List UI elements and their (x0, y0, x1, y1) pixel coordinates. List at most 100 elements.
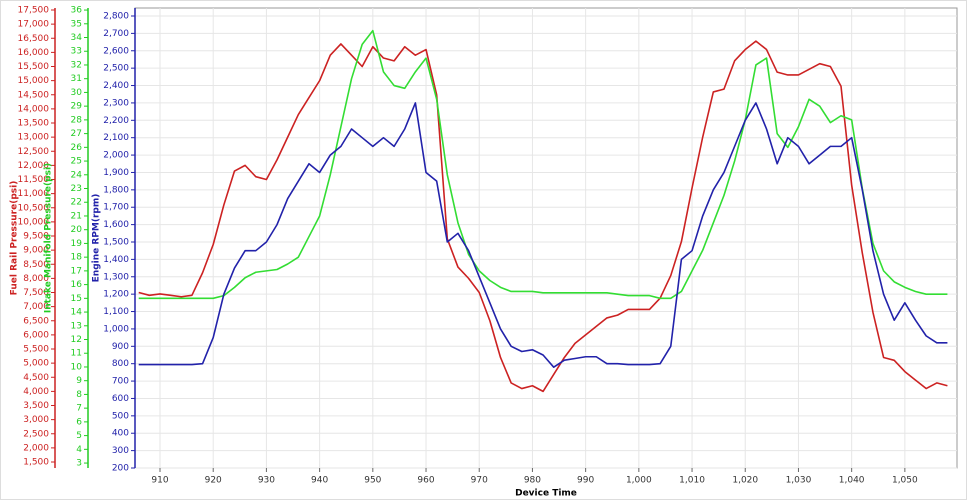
y-tick-label: 35 (71, 19, 82, 29)
y-tick-label: 30 (71, 88, 83, 98)
y-tick-label: 8 (76, 390, 82, 400)
y-tick-label: 11,000 (18, 189, 50, 199)
y-tick-label: 1,300 (103, 272, 129, 282)
x-tick-label: 940 (311, 476, 328, 486)
plot-area (134, 7, 958, 469)
y-tick-label: 36 (71, 6, 83, 16)
y-tick-label: 800 (112, 359, 129, 369)
x-tick-label: 1,020 (732, 476, 758, 486)
x-tick-label: 920 (205, 476, 222, 486)
y-tick-label: 15,000 (18, 76, 50, 86)
y-tick-label: 8,000 (23, 274, 49, 284)
y-tick-label: 16 (71, 280, 83, 290)
grid (135, 8, 957, 469)
y-tick-label: 14 (71, 308, 83, 318)
y-tick-label: 24 (71, 170, 83, 180)
x-tick-label: 980 (524, 476, 541, 486)
y-tick-label: 34 (71, 33, 83, 43)
y-tick-label: 10,000 (18, 217, 50, 227)
y-tick-label: 1,200 (103, 290, 129, 300)
y-tick-label: 1,000 (103, 324, 129, 334)
y-tick-label: 22 (71, 198, 82, 208)
y-tick-label: 5 (76, 431, 82, 441)
y-tick-label: 15,500 (18, 62, 50, 72)
y-tick-label: 1,500 (103, 237, 129, 247)
y-tick-label: 2,500 (103, 64, 129, 74)
x-tick-label: 1,010 (679, 476, 705, 486)
y-tick-label: 21 (71, 211, 82, 221)
y-tick-label: 1,700 (103, 203, 129, 213)
y-tick-label: 14,500 (18, 90, 50, 100)
y-tick-label: 10 (71, 362, 83, 372)
y-tick-label: 7,500 (23, 288, 49, 298)
y-tick-label: 900 (112, 342, 129, 352)
y-tick-label: 12,500 (18, 147, 50, 157)
y-tick-label: 2,000 (103, 151, 129, 161)
y-tick-label: 13,500 (18, 119, 50, 129)
y-tick-label: 8,500 (23, 260, 49, 270)
data-line (138, 40, 948, 393)
x-tick-label: 990 (577, 476, 594, 486)
y-tick-label: 3,500 (23, 401, 49, 411)
y-tick-label: 10,500 (18, 203, 50, 213)
y-tick-label: 9 (76, 376, 82, 386)
x-tick-label: 930 (258, 476, 275, 486)
y-tick-label: 1,800 (103, 185, 129, 195)
y-tick-label: 16,500 (18, 34, 50, 44)
y-tick-label: 2,500 (23, 429, 49, 439)
y-tick-label: 17 (71, 266, 82, 276)
y-tick-label: 300 (112, 446, 129, 456)
y-tick-label: 13 (71, 321, 82, 331)
y-tick-label: 600 (112, 394, 129, 404)
y-tick-label: 20 (71, 225, 83, 235)
y-tick-label: 11,500 (18, 175, 50, 185)
x-tick-label: 1,030 (786, 476, 812, 486)
y-tick-label: 16,000 (18, 48, 50, 58)
y-tick-label: 3 (76, 459, 82, 469)
y-tick-label: 17,000 (18, 20, 50, 30)
y-tick-label: 2,600 (103, 46, 129, 56)
y-tick-label: 5,500 (23, 345, 49, 355)
y-tick-label: 9,000 (23, 246, 49, 256)
x-tick-label: 910 (151, 476, 168, 486)
y-tick-label: 27 (71, 129, 82, 139)
y-tick-label: 18 (71, 253, 83, 263)
y-tick-label: 500 (112, 411, 129, 421)
y-tick-label: 6,500 (23, 316, 49, 326)
x-tick-label: 950 (364, 476, 381, 486)
y-tick-label: 1,900 (103, 168, 129, 178)
y-tick-label: 2,800 (103, 11, 129, 21)
y-tick-label: 1,500 (23, 458, 49, 468)
y-tick-label: 23 (71, 184, 82, 194)
y-tick-label: 12 (71, 335, 82, 345)
y-tick-label: 17,500 (18, 6, 50, 16)
y-tick-label: 4 (76, 445, 82, 455)
data-line (138, 102, 948, 368)
y-tick-label: 6 (76, 417, 82, 427)
y-axis-title: Engine RPM(rpm) (92, 194, 102, 283)
y-tick-label: 25 (71, 157, 82, 167)
y-tick-label: 11 (71, 349, 82, 359)
y-tick-label: 2,400 (103, 81, 129, 91)
y-tick-label: 5,000 (23, 359, 49, 369)
y-tick-label: 14,000 (18, 104, 50, 114)
y-tick-label: 6,000 (23, 330, 49, 340)
y-tick-label: 2,000 (23, 443, 49, 453)
y-tick-label: 12,000 (18, 161, 50, 171)
y-tick-label: 2,200 (103, 116, 129, 126)
y-tick-label: 2,700 (103, 29, 129, 39)
y-tick-label: 2,300 (103, 98, 129, 108)
y-tick-label: 33 (71, 47, 82, 57)
y-axis-title: Intake Manifold Pressure(psi) (44, 163, 54, 313)
y-tick-label: 4,500 (23, 373, 49, 383)
data-line (138, 29, 948, 300)
y-tick-label: 700 (112, 377, 129, 387)
y-tick-label: 15 (71, 294, 82, 304)
y-tick-label: 4,000 (23, 387, 49, 397)
y-tick-label: 200 (112, 464, 129, 474)
y-tick-label: 3,000 (23, 415, 49, 425)
y-tick-label: 400 (112, 429, 129, 439)
y-tick-label: 19 (71, 239, 83, 249)
x-tick-label: 960 (417, 476, 434, 486)
